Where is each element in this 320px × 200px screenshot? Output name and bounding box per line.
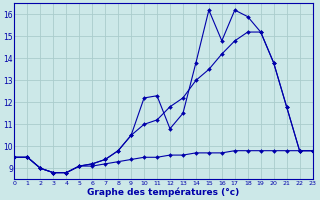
X-axis label: Graphe des températures (°c): Graphe des températures (°c) — [87, 187, 240, 197]
